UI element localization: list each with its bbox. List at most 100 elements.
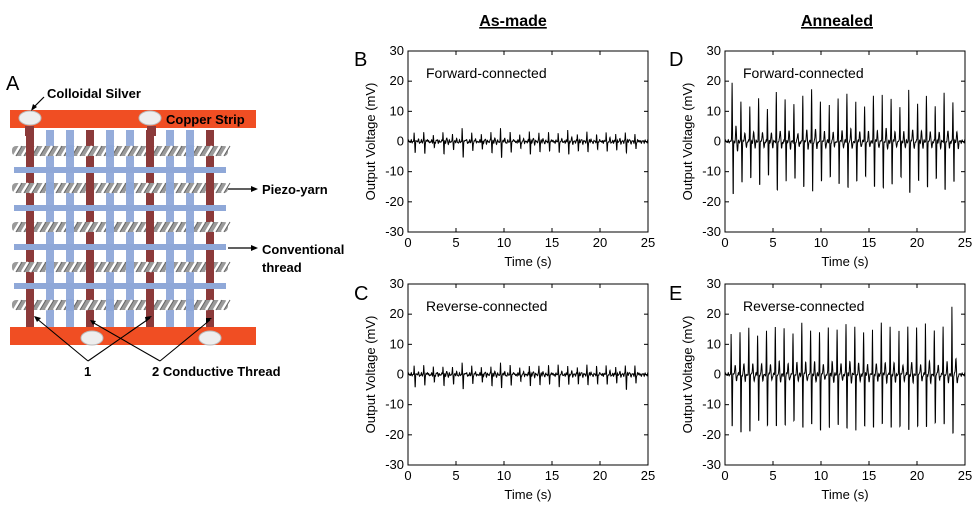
yarn-twist	[92, 182, 102, 194]
y-tick-label: 20	[390, 306, 404, 321]
yarn-twist	[36, 261, 46, 273]
y-tick-label: 20	[707, 306, 721, 321]
yarn-twist-shadow	[175, 182, 183, 194]
x-tick-label: 5	[452, 235, 459, 250]
colloidal-silver-dot	[80, 330, 104, 346]
x-tick-label: 5	[769, 235, 776, 250]
yarn-twist	[76, 261, 86, 273]
weave-crossing	[106, 145, 114, 157]
yarn-twist-shadow	[31, 261, 39, 273]
y-tick-label: 30	[707, 276, 721, 291]
yarn-twist-shadow	[103, 182, 111, 194]
x-axis-label: Time (s)	[504, 487, 551, 502]
x-axis-label: Time (s)	[821, 254, 868, 269]
yarn-twist-shadow	[135, 182, 143, 194]
fabric-grid	[12, 130, 231, 327]
yarn-twist	[132, 182, 142, 194]
chart-panel-d: D -30 -20 -10 0 10 20 30 0 5 10 15 20 25 Time (s) Outpu…	[669, 43, 972, 269]
yarn-twist-shadow	[223, 221, 231, 233]
yarn-twist	[156, 221, 166, 233]
yarn-twist	[20, 261, 30, 273]
yarn-twist	[52, 145, 62, 157]
yarn-twist-shadow	[15, 261, 23, 273]
yarn-twist-shadow	[215, 299, 223, 311]
yarn-twist-shadow	[87, 145, 95, 157]
yarn-twist	[28, 261, 38, 273]
yarn-twist-shadow	[191, 261, 199, 273]
yarn-twist	[212, 299, 222, 311]
x-tick-label: 25	[958, 468, 972, 483]
yarn-twist-shadow	[199, 221, 207, 233]
yarn-twist	[84, 299, 94, 311]
y-tick-label: -30	[385, 224, 404, 239]
x-tick-label: 10	[497, 468, 511, 483]
yarn-twist	[84, 145, 94, 157]
yarn-twist	[92, 299, 102, 311]
y-tick-label: 20	[707, 73, 721, 88]
weave-crossing	[186, 221, 194, 233]
yarn-twist-shadow	[63, 182, 71, 194]
panel-letter-d: D	[669, 49, 683, 71]
yarn-twist	[76, 182, 86, 194]
leader-lines	[35, 317, 211, 362]
yarn-twist	[220, 221, 230, 233]
yarn-twist	[196, 182, 206, 194]
yarn-twist	[116, 145, 126, 157]
y-tick-label: 10	[390, 103, 404, 118]
conventional-thread-label-line1: Conventional	[262, 242, 344, 257]
weave-crossing	[166, 261, 174, 273]
copper-strip-top	[10, 110, 256, 128]
conventional-thread-horizontal	[14, 283, 226, 289]
y-tick-label: -10	[385, 397, 404, 412]
yarn-twist	[116, 299, 126, 311]
arrow-head	[251, 245, 258, 251]
x-tick-label: 10	[814, 235, 828, 250]
connection-annotation: Reverse-connected	[743, 298, 864, 314]
x-tick-label: 0	[404, 468, 411, 483]
y-tick-label: -10	[702, 397, 721, 412]
panel-letter-b: B	[354, 49, 367, 71]
y-axis-label: Output Voltage (mV)	[363, 316, 378, 434]
yarn-twist-shadow	[79, 182, 87, 194]
y-tick-label: 30	[707, 43, 721, 58]
x-tick-label: 0	[404, 235, 411, 250]
yarn-twist-shadow	[199, 145, 207, 157]
yarn-twist	[172, 182, 182, 194]
chart-panel-c: C -30 -20 -10 0 10 20 30 0 5 10 15 20 25 Time (s) Outpu…	[354, 276, 655, 502]
y-tick-label: -10	[702, 164, 721, 179]
yarn-twist	[180, 261, 190, 273]
colloidal-silver-dot	[138, 110, 162, 126]
yarn-twist	[164, 299, 174, 311]
yarn-twist-shadow	[207, 299, 215, 311]
weave-crossing	[166, 182, 174, 194]
yarn-twist-shadow	[183, 261, 191, 273]
x-tick-label: 10	[497, 235, 511, 250]
yarn-twist	[36, 221, 46, 233]
y-tick-label: -30	[702, 224, 721, 239]
y-axis-label: Output Voltage (mV)	[680, 83, 695, 201]
x-tick-label: 25	[958, 235, 972, 250]
yarn-twist-shadow	[159, 261, 167, 273]
weave-crossing	[206, 261, 214, 273]
x-tick-label: 5	[769, 468, 776, 483]
weave-crossing	[146, 299, 154, 311]
x-tick-label: 0	[721, 235, 728, 250]
yarn-twist	[76, 299, 86, 311]
yarn-twist-shadow	[87, 299, 95, 311]
yarn-twist	[76, 145, 86, 157]
weave-crossing	[206, 182, 214, 194]
y-axis-label: Output Voltage (mV)	[680, 316, 695, 434]
chart-panel-e: E -30 -20 -10 0 10 20 30 0 5 10 15 20 25 Time (s) Outpu…	[669, 276, 972, 502]
leader-arrowheads	[34, 316, 212, 325]
y-tick-label: 10	[390, 336, 404, 351]
yarn-twist-shadow	[167, 221, 175, 233]
yarn-twist-shadow	[95, 221, 103, 233]
connection-annotation: Forward-connected	[743, 65, 864, 81]
schematic-panel-a: A Copper Strip Colloidal Silver Piezo-ya…	[6, 73, 344, 379]
yarn-twist-shadow	[199, 261, 207, 273]
yarn-twist	[156, 145, 166, 157]
yarn-twist-shadow	[215, 221, 223, 233]
yarn-twist	[212, 221, 222, 233]
yarn-twist-shadow	[119, 261, 127, 273]
yarn-twist	[220, 182, 230, 194]
